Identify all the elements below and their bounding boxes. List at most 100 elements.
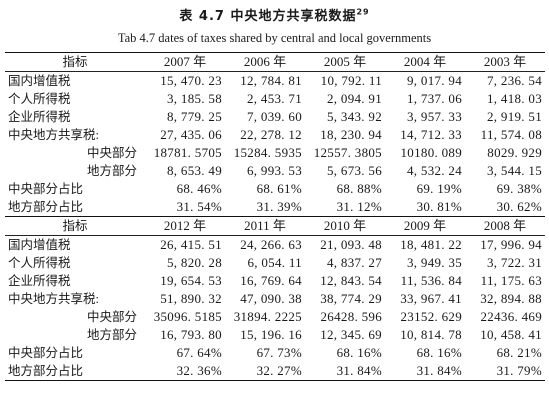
table-row: 地方部分 8, 653. 49 6, 993. 53 5, 673. 56 4, 532… [5,162,545,180]
row-label: 中央部分 [86,146,137,160]
table-cell: 32. 36% [145,362,225,381]
table-cell: 68. 16% [336,345,382,360]
table-row: 企业所得税 19, 654. 53 16, 769. 64 12, 843. 54 11… [5,272,545,290]
table-cell: 30. 81% [385,198,465,217]
table-cell: 23152. 629 [400,309,462,324]
table-cell: 6, 054. 11 [247,255,302,270]
table-cell: 1, 418. 03 [487,91,542,106]
header-row: 指标 2007 年 2006 年 2005 年 2004 年 2003 年 [5,52,545,72]
table-cell: 24, 266. 63 [240,237,302,252]
table-cell: 68. 16% [416,345,462,360]
table-cell: 47, 090. 38 [240,291,302,306]
table-cell: 30. 62% [465,198,545,217]
table-cell: 22436. 469 [480,309,542,324]
table-cell: 1, 737. 06 [407,91,462,106]
title-cn-text: 表 4.7 中央地方共享税数据 [179,9,357,24]
table-cell: 31. 12% [305,198,385,217]
table-cell: 7, 236. 54 [487,73,542,88]
table-cell: 2, 453. 71 [247,91,302,106]
table-cell: 18781. 5705 [153,145,222,160]
table-cell: 67. 73% [256,345,302,360]
table-cell: 5, 343. 92 [327,109,382,124]
table-cell: 21, 093. 48 [320,237,382,252]
table-cell: 32. 27% [225,362,305,381]
table-cell: 11, 536. 84 [400,273,462,288]
table-cell: 12, 843. 54 [320,273,382,288]
table-cell: 16, 769. 64 [240,273,302,288]
table-cell: 35096. 5185 [153,309,222,324]
year-header: 2009 年 [385,216,465,236]
table-row: 中央部分占比 68. 46% 68. 61% 68. 88% 69. 19% 69. 38… [5,180,545,198]
table-cell: 10, 814. 78 [400,327,462,342]
table-row: 中央部分占比 67. 64% 67. 73% 68. 16% 68. 16% 68. 21… [5,344,545,362]
year-header: 2008 年 [465,216,545,236]
tax-sharing-table: 指标 2007 年 2006 年 2005 年 2004 年 2003 年国内增值税 15,… [5,52,545,381]
table-cell: 3, 185. 58 [167,91,222,106]
row-label: 地方部分占比 [5,362,145,381]
table-cell: 69. 38% [496,181,542,196]
table-cell: 15, 470. 23 [160,73,222,88]
table-cell: 18, 230. 94 [320,127,382,142]
table-row: 中央部分 35096. 5185 31894. 2225 26428. 596 2315… [5,308,545,326]
table-row: 国内增值税 15, 470. 23 12, 784. 81 10, 792. 11 9,… [5,72,545,91]
table-cell: 31. 39% [225,198,305,217]
table-cell: 11, 175. 63 [480,273,542,288]
table-cell: 15284. 5935 [233,145,302,160]
table-cell: 14, 712. 33 [400,127,462,142]
table-row: 中央地方共享税: 27, 435. 06 22, 278. 12 18, 230. 9… [5,126,545,144]
table-cell: 51, 890. 32 [160,291,222,306]
row-label: 国内增值税 [8,238,71,252]
row-label: 中央部分 [86,310,137,324]
row-label: 地方部分占比 [5,198,145,217]
table-cell: 32, 894. 88 [480,291,542,306]
table-cell: 4, 837. 27 [327,255,382,270]
table-cell: 2, 919. 51 [487,109,542,124]
table-cell: 5, 820. 28 [167,255,222,270]
table-cell: 7, 039. 60 [247,109,302,124]
year-header: 2005 年 [305,52,385,72]
table-row: 个人所得税 5, 820. 28 6, 054. 11 4, 837. 27 3, 94… [5,254,545,272]
table-cell: 12557. 3805 [313,145,382,160]
year-header: 2007 年 [145,52,225,72]
table-cell: 31. 84% [385,362,465,381]
table-cell: 5, 673. 56 [327,163,382,178]
row-label: 中央地方共享税: [8,292,99,306]
table-cell: 69. 19% [416,181,462,196]
table-cell: 11, 574. 08 [480,127,542,142]
row-label: 中央部分占比 [8,182,84,196]
table-cell: 8, 653. 49 [167,163,222,178]
table-cell: 15, 196. 16 [240,327,302,342]
row-label: 国内增值税 [8,74,71,88]
table-cell: 10, 458. 41 [480,327,542,342]
year-header: 2010 年 [305,216,385,236]
table-row: 地方部分 16, 793. 80 15, 196. 16 12, 345. 69 10,… [5,326,545,344]
table-cell: 68. 46% [176,181,222,196]
title-footnote-ref: 29 [356,7,370,17]
table-cell: 31. 79% [465,362,545,381]
table-cell: 31. 54% [145,198,225,217]
table-cell: 33, 967. 41 [400,291,462,306]
row-label: 中央部分占比 [8,346,84,360]
table-cell: 2, 094. 91 [327,91,382,106]
table-cell: 68. 88% [336,181,382,196]
table-cell: 8, 779. 25 [167,109,222,124]
table-cell: 12, 784. 81 [240,73,302,88]
table-cell: 6, 993. 53 [247,163,302,178]
table-cell: 67. 64% [176,345,222,360]
table-cell: 9, 017. 94 [407,73,462,88]
year-header: 2012 年 [145,216,225,236]
header-row: 指标 2012 年 2011 年 2010 年 2009 年 2008 年 [5,216,545,236]
table-title-cn: 表 4.7 中央地方共享税数据29 [0,5,549,24]
table-cell: 26, 415. 51 [160,237,222,252]
table-cell: 68. 21% [496,345,542,360]
table-cell: 18, 481. 22 [400,237,462,252]
table-cell: 8029. 929 [487,145,542,160]
row-label: 中央地方共享税: [8,128,99,142]
row-label: 个人所得税 [8,92,71,106]
row-label: 地方部分 [86,164,137,178]
table-cell: 4, 532. 24 [407,163,462,178]
table-cell: 12, 345. 69 [320,327,382,342]
header-label: 指标 [5,216,145,236]
table-cell: 68. 61% [256,181,302,196]
row-label: 企业所得税 [8,110,71,124]
